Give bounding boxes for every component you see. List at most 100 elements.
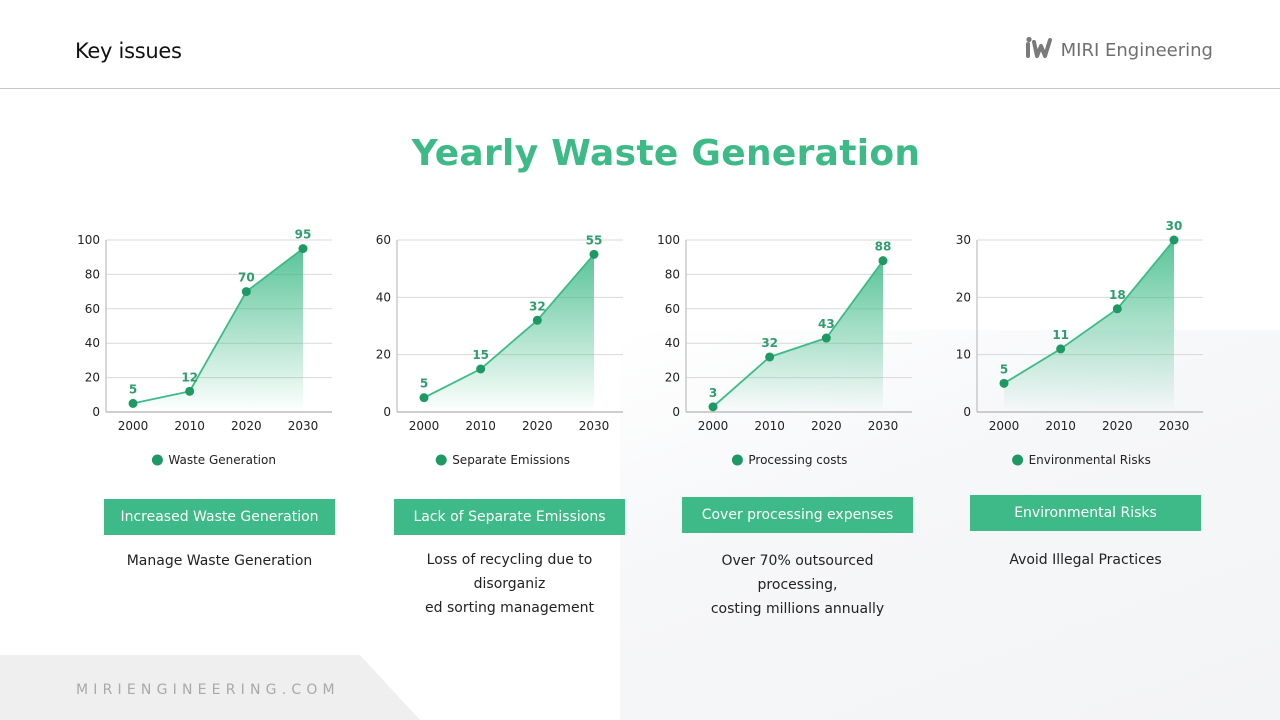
data-point	[185, 386, 195, 396]
y-tick-label: 40	[665, 336, 680, 350]
legend-label: Waste Generation	[168, 453, 276, 467]
data-label: 30	[1166, 219, 1183, 233]
x-tick-label: 2010	[465, 419, 496, 433]
miri-logo-icon	[1025, 36, 1053, 65]
chart-svg: 0 20 40 60 80 100 5 12 70 95 2000 2010 2020 2030 Waste…	[77, 228, 332, 467]
x-tick-label: 2020	[1102, 419, 1133, 433]
x-tick-label: 2020	[231, 419, 262, 433]
issue-label: Cover processing expenses	[682, 497, 913, 533]
y-tick-label: 20	[665, 371, 680, 385]
x-tick-label: 2030	[1159, 419, 1190, 433]
chart-svg: 0 20 40 60 80 100 3 32 43 88 2000 2010 2020 2030 Proce…	[657, 233, 912, 467]
legend: Separate Emissions	[435, 453, 570, 467]
area-fill	[713, 260, 883, 412]
area-fill	[1004, 240, 1174, 412]
x-tick-label: 2030	[288, 419, 319, 433]
data-label: 70	[238, 271, 255, 285]
x-tick-label: 2000	[409, 419, 440, 433]
footer-band	[0, 655, 420, 720]
issue-description: Manage Waste Generation	[126, 553, 313, 569]
data-point	[999, 378, 1009, 388]
issue-label: Lack of Separate Emissions	[394, 499, 625, 535]
issue-card-processing: Cover processing expenses Over 70% outso…	[682, 497, 913, 621]
data-point	[878, 256, 888, 266]
legend: Waste Generation	[151, 453, 276, 467]
data-point	[1056, 344, 1066, 354]
brand: MIRI Engineering	[1025, 36, 1213, 65]
x-tick-label: 2010	[754, 419, 785, 433]
y-tick-label: 60	[85, 302, 100, 316]
data-label: 32	[761, 336, 778, 350]
header: Key issues MIRI Engineering	[0, 0, 1280, 89]
y-tick-label: 100	[657, 233, 680, 247]
data-label: 5	[129, 382, 137, 396]
issue-description: Over 70% outsourced processing, costing …	[710, 553, 885, 617]
data-label: 11	[1052, 328, 1069, 342]
x-tick-label: 2030	[868, 419, 899, 433]
chart-svg: 0 20 40 60 5 15 32 55 2000 2010 2020 2030 Separate E…	[376, 233, 623, 467]
data-label: 43	[818, 317, 835, 331]
main-title: Yearly Waste Generation	[411, 133, 921, 174]
data-point	[765, 352, 775, 362]
legend-marker	[151, 454, 163, 466]
chart-separate-emissions: 0 20 40 60 5 15 32 55 2000 2010 2020 2030 Separate E…	[361, 220, 661, 480]
x-tick-label: 2000	[698, 419, 729, 433]
series-line	[712, 260, 884, 408]
y-tick-label: 60	[665, 302, 680, 316]
x-tick-label: 2010	[174, 419, 205, 433]
chart-processing-costs: 0 20 40 60 80 100 3 32 43 88 2000 2010 2020 2030 Proce…	[650, 220, 950, 480]
data-label: 5	[420, 377, 428, 391]
data-label: 88	[875, 240, 892, 254]
issue-label: Increased Waste Generation	[104, 499, 335, 535]
legend: Processing costs	[731, 453, 847, 467]
issue-card-emissions: Lack of Separate Emissions Loss of recyc…	[394, 499, 625, 620]
data-point	[298, 244, 308, 254]
data-label: 95	[295, 228, 312, 242]
x-tick-label: 2000	[989, 419, 1020, 433]
data-point	[476, 364, 486, 374]
y-tick-label: 80	[85, 267, 100, 281]
x-tick-label: 2000	[118, 419, 149, 433]
data-label: 32	[529, 299, 546, 313]
data-point	[589, 249, 599, 259]
x-tick-label: 2020	[811, 419, 842, 433]
series-line	[423, 253, 595, 399]
y-tick-label: 0	[92, 405, 100, 419]
footer-website: MIRIENGINEERING.COM	[76, 682, 340, 698]
area-fill	[424, 254, 594, 412]
data-label: 55	[586, 233, 603, 247]
issue-card-waste: Increased Waste Generation Manage Waste …	[104, 499, 335, 573]
data-label: 18	[1109, 288, 1126, 302]
data-point	[532, 315, 542, 325]
data-point	[128, 398, 138, 408]
data-point	[241, 287, 251, 297]
legend-marker	[1012, 454, 1024, 466]
x-tick-label: 2020	[522, 419, 553, 433]
y-tick-label: 30	[956, 233, 971, 247]
data-label: 15	[472, 348, 489, 362]
brand-name: MIRI Engineering	[1060, 40, 1213, 61]
y-tick-label: 10	[956, 348, 971, 362]
legend-label: Separate Emissions	[452, 453, 570, 467]
chart-waste-generation: 0 20 40 60 80 100 5 12 70 95 2000 2010 2020 2030 Waste…	[70, 220, 370, 480]
data-point	[821, 333, 831, 343]
issue-description: Avoid Illegal Practices	[1009, 552, 1162, 568]
y-tick-label: 100	[77, 233, 100, 247]
y-tick-label: 0	[383, 405, 391, 419]
data-point	[708, 402, 718, 412]
x-tick-label: 2010	[1045, 419, 1076, 433]
x-tick-label: 2030	[579, 419, 610, 433]
y-tick-label: 60	[376, 233, 391, 247]
series-line	[132, 247, 304, 405]
y-tick-label: 0	[963, 405, 971, 419]
legend: Environmental Risks	[1012, 453, 1151, 467]
legend-marker	[435, 454, 447, 466]
issue-description: Loss of recycling due to disorganiz ed s…	[425, 552, 594, 616]
y-tick-label: 20	[376, 348, 391, 362]
y-tick-label: 0	[672, 405, 680, 419]
data-point	[419, 393, 429, 403]
area-fill	[133, 248, 303, 412]
data-label: 3	[709, 386, 717, 400]
y-tick-label: 20	[956, 290, 971, 304]
